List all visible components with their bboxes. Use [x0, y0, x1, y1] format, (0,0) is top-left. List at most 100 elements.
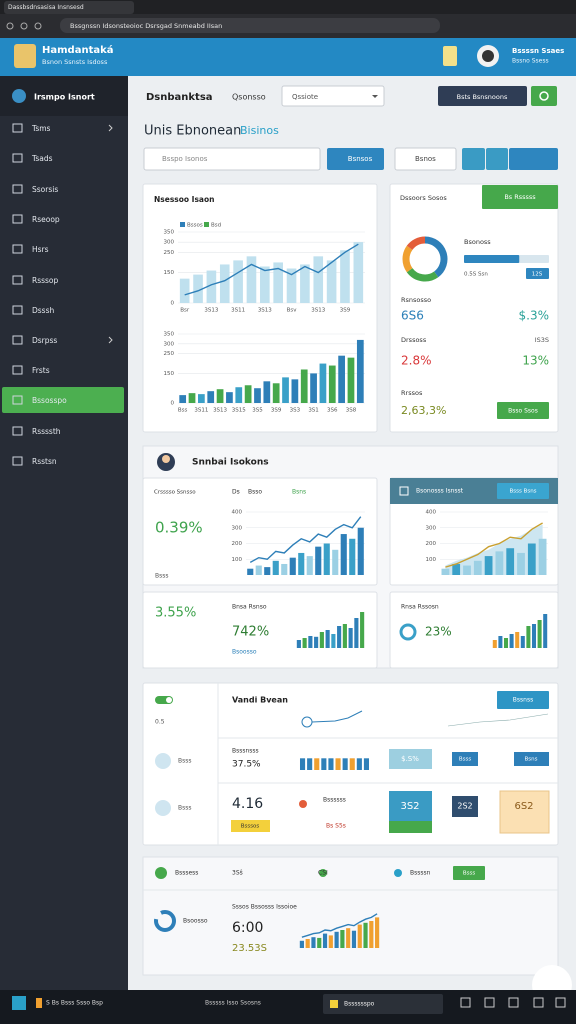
- chevron: [108, 124, 113, 132]
- search-input[interactable]: [143, 147, 321, 171]
- taskbar-app[interactable]: [323, 994, 443, 1014]
- stat-label: Rsnsosso: [401, 296, 431, 304]
- summary-cta-label[interactable]: Bsso Ssos: [508, 408, 538, 415]
- donut-slice: [402, 245, 413, 273]
- select-caret: [372, 95, 378, 98]
- sidebar-active-bg: [2, 387, 124, 413]
- value-box: [452, 752, 478, 766]
- summary-card: [389, 183, 559, 433]
- y-tick-label: 400: [426, 510, 437, 516]
- y-tick-label: 300: [426, 525, 437, 531]
- menu-item[interactable]: Frsts: [32, 366, 50, 375]
- search-button-label[interactable]: Bsnsos: [348, 155, 373, 163]
- x-tick-label: Bss: [178, 408, 188, 414]
- tray-icon[interactable]: [533, 997, 544, 1008]
- menu-icon: [12, 184, 23, 194]
- menu-item[interactable]: Ssorsis: [32, 185, 58, 194]
- section-tab[interactable]: CSI: [318, 870, 328, 877]
- menu-item[interactable]: Tsads: [31, 154, 53, 163]
- x-tick-label: 3S8: [346, 408, 357, 414]
- start-icon[interactable]: [12, 996, 26, 1010]
- kpi-label: Rnsa Rssosn: [401, 604, 439, 611]
- row-mini-bar: [363, 758, 370, 770]
- insight-b-bar: [506, 548, 515, 575]
- summary-action[interactable]: [482, 185, 558, 209]
- refresh-button[interactable]: [531, 86, 557, 106]
- y-tick-label: 350: [164, 230, 175, 236]
- bottom-chart-bar: [317, 937, 322, 948]
- menu-icon: [12, 395, 23, 405]
- filter-select[interactable]: [394, 147, 457, 171]
- section-action-label[interactable]: Bsss: [463, 871, 476, 877]
- insight-b-bar: [473, 560, 482, 575]
- tray-icon[interactable]: [460, 997, 471, 1008]
- menu-item[interactable]: Hsrs: [32, 245, 49, 254]
- summary-cta[interactable]: [497, 402, 549, 419]
- browser-tab[interactable]: [4, 1, 134, 14]
- select-value[interactable]: Qssiote: [292, 93, 318, 101]
- chevron: [108, 336, 113, 344]
- section-tab[interactable]: Bsssess: [175, 870, 198, 877]
- menu-icon: [12, 153, 23, 163]
- header-icon[interactable]: [443, 46, 457, 66]
- insight-c-bar: [296, 640, 301, 648]
- menu-item[interactable]: Rsssop: [32, 276, 59, 285]
- bottom-section: [142, 856, 559, 976]
- stat-value: 6S6: [401, 309, 424, 323]
- menu-icon: [12, 305, 23, 315]
- url-field[interactable]: [60, 18, 440, 33]
- menu-item[interactable]: Tsms: [31, 124, 51, 133]
- x-tick-label: 3S13: [311, 308, 325, 314]
- tray-icon[interactable]: [484, 997, 495, 1008]
- menu-item[interactable]: Dsssh: [32, 306, 54, 315]
- bottom-chart-bar: [357, 924, 362, 948]
- view-button[interactable]: [486, 148, 508, 170]
- insight-d-bar: [498, 636, 503, 648]
- tray-icon[interactable]: [508, 997, 519, 1008]
- insight-a-bar: [272, 560, 279, 575]
- menu-item[interactable]: Rssssth: [32, 427, 61, 436]
- insight-d-bar: [520, 636, 525, 648]
- row-mini-bar: [321, 758, 327, 770]
- section-action[interactable]: [497, 691, 549, 709]
- tab-icon: [394, 869, 402, 877]
- donut-slice: [424, 236, 448, 278]
- insight-c-bar: [302, 638, 307, 648]
- x-tick-label: 3S5: [252, 408, 263, 414]
- action-label[interactable]: Bsts Bsnsnoons: [457, 93, 508, 101]
- taskbar-app-label[interactable]: Bsssssspo: [344, 1001, 375, 1008]
- menu-item[interactable]: Dsrpss: [32, 336, 57, 345]
- insight-a-bar: [315, 546, 322, 575]
- x-tick-label: 3S9: [271, 408, 282, 414]
- select-box[interactable]: [281, 85, 385, 107]
- insight-a-bar: [289, 557, 296, 575]
- insight-d-bar: [503, 638, 509, 648]
- row-sub: Bs S5s: [326, 823, 346, 830]
- action-button[interactable]: [438, 86, 527, 106]
- card-header-button[interactable]: [497, 483, 549, 499]
- menu-item[interactable]: Rseoop: [32, 215, 60, 224]
- toggle-knob: [166, 697, 172, 703]
- row-value: 4.16: [232, 796, 263, 812]
- summary-action-label[interactable]: Bs Rsssss: [504, 193, 536, 201]
- progress-text: 0.5S Ssn: [464, 272, 488, 278]
- menu-item[interactable]: Bssosspo: [32, 396, 67, 405]
- search-button[interactable]: [327, 148, 384, 170]
- card-header-button-label[interactable]: Bsss Bsns: [509, 489, 536, 495]
- page-heading-accent: Bisinos: [240, 124, 279, 137]
- filter-select-label[interactable]: Bsnos: [415, 155, 436, 163]
- growth-bar: [282, 377, 289, 403]
- view-button[interactable]: [509, 148, 558, 170]
- growth-bar: [188, 393, 196, 403]
- section-tab[interactable]: Bssssn: [410, 870, 431, 877]
- tray-icon[interactable]: [555, 997, 566, 1008]
- section-action-label[interactable]: Bssnss: [513, 697, 533, 704]
- view-button[interactable]: [462, 148, 485, 170]
- section-tab[interactable]: 3Sŝ: [232, 870, 243, 877]
- section-action[interactable]: [453, 866, 485, 880]
- menu-icon: [12, 123, 23, 133]
- insight-b-bar: [452, 563, 461, 575]
- insight-a-bar: [264, 567, 271, 575]
- menu-item[interactable]: Rsstsn: [32, 457, 57, 466]
- insight-c-bar: [337, 626, 342, 648]
